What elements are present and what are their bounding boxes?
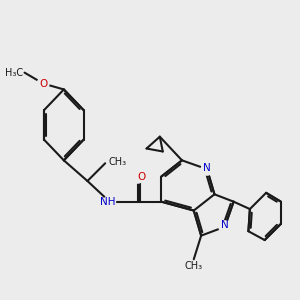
Text: O: O <box>137 172 145 182</box>
Text: N: N <box>203 163 211 173</box>
Circle shape <box>131 170 144 183</box>
Text: N: N <box>221 220 229 230</box>
Text: NH: NH <box>100 197 116 207</box>
Circle shape <box>37 78 49 89</box>
Text: CH₃: CH₃ <box>185 261 203 271</box>
Circle shape <box>201 163 213 175</box>
Circle shape <box>104 196 116 208</box>
Circle shape <box>219 221 231 233</box>
Text: O: O <box>39 79 47 88</box>
Text: CH₃: CH₃ <box>108 157 126 167</box>
Text: H₃C: H₃C <box>5 68 23 78</box>
